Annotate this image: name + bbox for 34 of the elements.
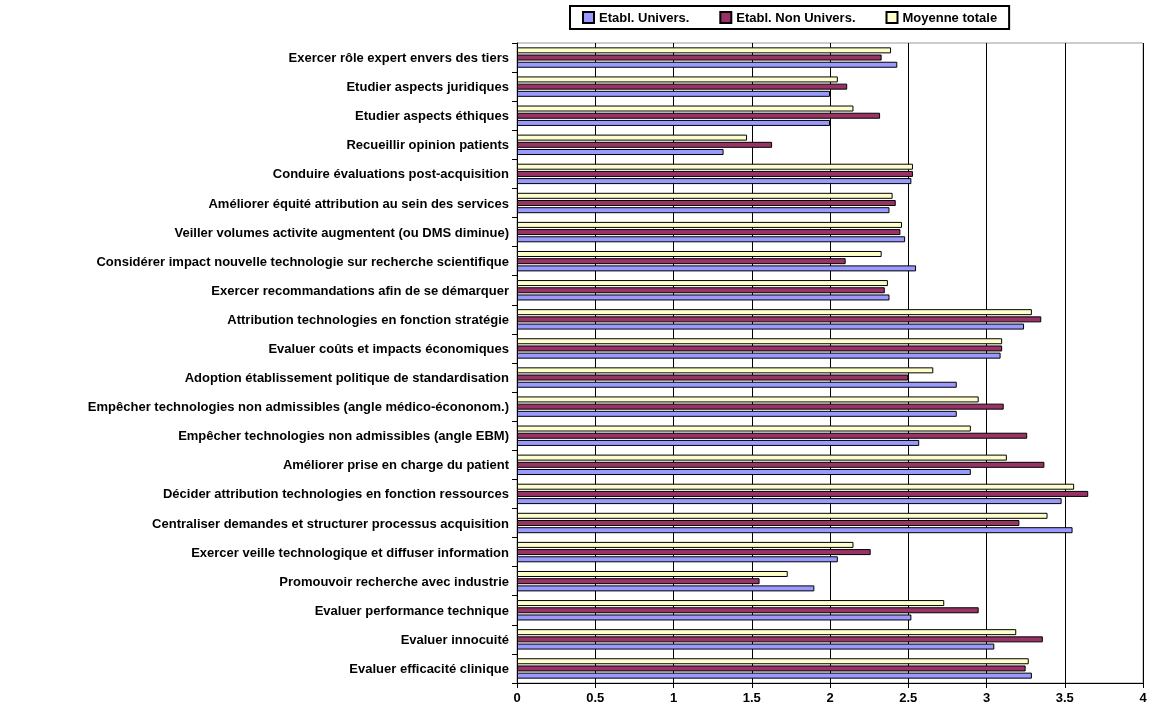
y-tick-label: Promouvoir recherche avec industrie [279,573,509,589]
y-tick-label: Empêcher technologies non admissibles (angle médico-écononom.) [87,399,509,415]
y-tick-label: Améliorer équité attribution au sein des services [208,195,509,211]
x-tick-label: 2 [826,690,834,705]
y-tick-label: Evaluer performance technique [314,602,509,618]
y-tick-label: Etudier aspects éthiques [355,108,509,124]
y-tick-label: Conduire évaluations post-acquisition [272,166,510,182]
x-tick-label: 2.5 [899,690,918,705]
x-tick-label: 0.5 [586,690,605,705]
y-tick-label: Exercer veille technologique et diffuser information [191,544,510,560]
legend-label: Etabl. Non Univers. [736,10,856,25]
y-tick-label: Adoption établissement politique de standardisation [184,370,510,386]
y-tick-label: Veiller volumes activite augmentent (ou DMS diminue) [174,224,509,240]
y-tick-label: Empêcher technologies non admissibles (angle EBM) [178,428,509,444]
y-tick-label: Evaluer efficacité clinique [349,660,509,676]
y-tick-label: Attribution technologies en fonction stratégie [227,311,509,327]
y-tick-label: Centraliser demandes et structurer processus acquisition [152,515,510,531]
y-tick-label: Améliorer prise en charge du patient [282,457,510,473]
x-tick-label: 3.5 [1055,690,1074,705]
x-tick-label: 1 [669,690,678,705]
x-tick-label: 1.5 [742,690,761,705]
x-tick-label: 3 [982,690,991,705]
y-tick-label: Evaluer innocuité [400,631,509,647]
x-tick-label: 0 [513,690,521,705]
y-tick-label: Recueillir opinion patients [346,137,509,153]
y-tick-label: Considérer impact nouvelle technologie sur recherche scientifique [96,253,509,269]
y-tick-label: Evaluer coûts et impacts économiques [268,340,509,356]
x-tick-label: 4 [1139,690,1148,705]
legend-label: Etabl. Univers. [599,10,690,25]
legend-label: Moyenne totale [902,10,998,25]
y-tick-label: Exercer rôle expert envers des tiers [288,50,509,66]
y-tick-label: Etudier aspects juridiques [346,79,509,95]
y-tick-label: Décider attribution technologies en fonction ressources [162,486,509,502]
y-tick-label: Exercer recommandations afin de se démarquer [211,282,509,298]
